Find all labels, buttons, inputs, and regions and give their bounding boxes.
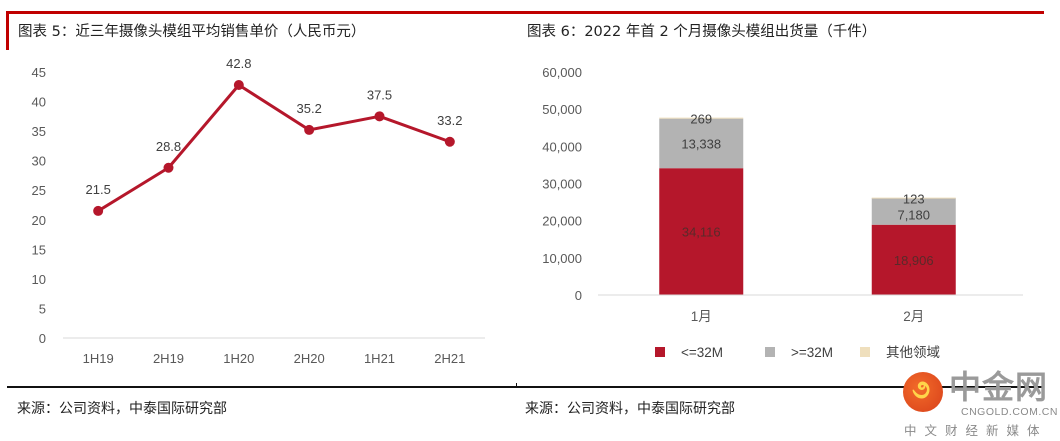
data-label: 34,116: [682, 225, 721, 240]
data-label: 28.8: [156, 139, 181, 154]
y-tick-label: 0: [575, 288, 582, 303]
data-point: [163, 162, 174, 173]
legend-label: 其他领域: [886, 345, 940, 360]
logo-name: 中金网: [949, 368, 1049, 406]
y-tick-label: 50,000: [542, 102, 582, 117]
y-tick-label: 10: [32, 272, 46, 287]
bar-segment: [871, 224, 956, 295]
bar-segment: [659, 117, 744, 119]
y-tick-label: 45: [32, 65, 46, 80]
y-tick-label: 30: [32, 154, 46, 169]
data-label: 35.2: [297, 101, 322, 116]
bar-segment: [871, 197, 956, 199]
data-label: 42.8: [226, 56, 251, 71]
legend-label: >=32M: [791, 345, 833, 360]
footer-rule-divider: [516, 383, 517, 388]
logo-domain: CNGOLD.COM.CN: [961, 406, 1058, 418]
legend-swatch: [765, 347, 775, 357]
data-point: [233, 80, 244, 91]
line-chart: 0 5 10 15 20 25 30 35 40 45 1H19 2H19 1H20 2H20 1H21 2H…: [32, 56, 485, 366]
logo-swirl-icon: ૭: [912, 375, 931, 405]
data-label: 33.2: [437, 113, 462, 128]
x-tick-label: 1H20: [223, 351, 254, 366]
y-tick-label: 0: [39, 331, 46, 346]
data-point: [93, 205, 104, 216]
data-point: [304, 124, 315, 135]
left-figure-source: 来源：公司资料，中泰国际研究部: [17, 401, 227, 417]
y-tick-label: 25: [32, 183, 46, 198]
data-label: 18,906: [894, 253, 934, 268]
x-tick-label: 2H19: [153, 351, 184, 366]
watermark-logo: ૭ 中金网 CNGOLD.COM.CN 中文财经新媒体: [903, 368, 1060, 441]
right-figure-title: 图表 6：2022 年首 2 个月摄像头模组出货量（千件）: [527, 24, 877, 40]
x-tick-label: 1H21: [364, 351, 395, 366]
data-point: [444, 136, 455, 147]
y-tick-label: 40: [32, 95, 46, 110]
y-tick-label: 40,000: [542, 139, 582, 154]
data-label: 21.5: [86, 182, 111, 197]
legend-label: <=32M: [681, 345, 723, 360]
x-tick-label: 1H19: [83, 351, 114, 366]
y-tick-label: 30,000: [542, 177, 582, 192]
bar-segment: [659, 168, 744, 295]
legend-swatch: [860, 347, 870, 357]
data-label: 123: [903, 192, 925, 207]
x-tick-label: 2H21: [434, 351, 465, 366]
y-tick-label: 20: [32, 213, 46, 228]
y-tick-label: 10,000: [542, 251, 582, 266]
x-tick-label: 2月: [903, 309, 924, 324]
data-label: 7,180: [897, 207, 930, 222]
logo-emblem-icon: [903, 372, 943, 412]
y-tick-label: 5: [39, 301, 46, 316]
figure-header-rule: [6, 11, 1044, 14]
data-label: 269: [690, 112, 712, 127]
figure-header-accent: [6, 11, 9, 50]
x-tick-label: 2H20: [294, 351, 325, 366]
y-tick-label: 20,000: [542, 214, 582, 229]
y-tick-label: 35: [32, 124, 46, 139]
footer-rule: [7, 386, 1044, 388]
series-line: [97, 83, 451, 213]
x-tick-label: 1月: [691, 309, 712, 324]
y-tick-label: 60,000: [542, 65, 582, 80]
bar-segment: [659, 118, 744, 169]
left-figure-title: 图表 5：近三年摄像头模组平均销售单价（人民币元）: [18, 24, 366, 40]
logo-tagline: 中文财经新媒体: [904, 423, 1048, 438]
data-label: 37.5: [367, 87, 392, 102]
bar-segment: [871, 198, 956, 225]
right-figure-source: 来源：公司资料，中泰国际研究部: [525, 401, 735, 417]
y-tick-label: 15: [32, 242, 46, 257]
legend-swatch: [655, 347, 665, 357]
stacked-bar-chart: 0 10,000 20,000 30,000 40,000 50,000 60,000 34,…: [542, 65, 1023, 360]
data-point: [374, 111, 385, 122]
data-label: 13,338: [681, 136, 721, 151]
